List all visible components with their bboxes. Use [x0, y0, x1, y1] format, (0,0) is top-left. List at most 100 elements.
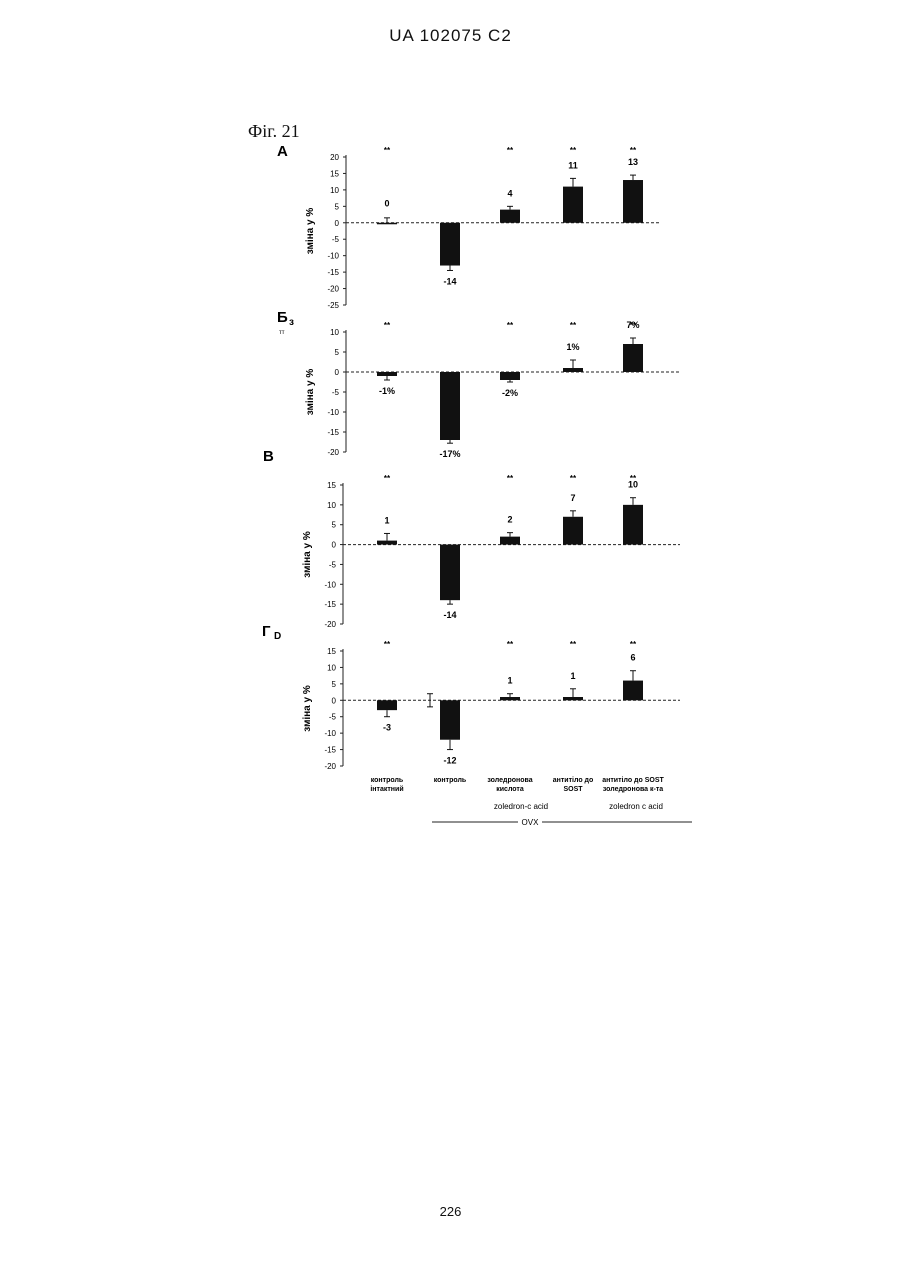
data-label: 1: [384, 515, 389, 525]
bar: [563, 187, 583, 223]
x-category-label: золедронова к-та: [603, 786, 663, 793]
bar: [377, 700, 397, 710]
data-label: 4: [507, 188, 512, 198]
y-tick-label: 10: [327, 663, 336, 672]
y-tick-label: 5: [335, 348, 340, 357]
y-tick-label: 15: [327, 647, 336, 656]
y-tick-label: -20: [327, 285, 339, 294]
significance-marker: **: [570, 321, 577, 330]
data-label: -12: [443, 756, 456, 766]
bar: [377, 541, 397, 545]
significance-marker: **: [570, 474, 577, 483]
data-label: 1: [507, 676, 512, 686]
x-category-label: кислота: [496, 786, 524, 793]
significance-marker: **: [570, 146, 577, 155]
data-label: -17%: [439, 449, 460, 459]
x-category-label: контроль: [371, 777, 404, 784]
bar: [440, 223, 460, 266]
y-tick-label: 10: [330, 328, 339, 337]
significance-marker: **: [570, 640, 577, 649]
y-tick-label: 20: [330, 153, 339, 162]
bar: [500, 537, 520, 545]
significance-marker: **: [507, 321, 514, 330]
y-tick-label: -25: [327, 301, 339, 310]
y-tick-label: -10: [324, 729, 336, 738]
y-tick-label: -5: [332, 388, 340, 397]
x-category-label: SOST: [563, 786, 583, 793]
data-label: 0: [384, 198, 389, 208]
data-label: 13: [628, 157, 638, 167]
y-tick-label: -15: [327, 428, 339, 437]
significance-marker: **: [507, 474, 514, 483]
y-tick-label: -5: [332, 235, 340, 244]
data-label: 7: [570, 493, 575, 503]
significance-marker: **: [630, 640, 637, 649]
bar: [563, 368, 583, 372]
y-tick-label: 10: [330, 186, 339, 195]
y-tick-label: 10: [327, 501, 336, 510]
bar: [623, 344, 643, 372]
y-tick-label: 0: [332, 541, 337, 550]
bar: [440, 545, 460, 601]
y-tick-label: 15: [330, 169, 339, 178]
significance-marker: **: [630, 474, 637, 483]
y-tick-label: 0: [335, 219, 340, 228]
bar: [563, 697, 583, 700]
y-tick-label: -20: [324, 620, 336, 629]
y-tick-label: -10: [324, 580, 336, 589]
data-label: 11: [568, 160, 578, 170]
significance-marker: **: [630, 321, 637, 330]
x-category-label: інтактний: [370, 785, 403, 793]
significance-marker: **: [384, 640, 391, 649]
y-tick-label: 5: [332, 680, 337, 689]
bar: [500, 210, 520, 223]
bar: [500, 697, 520, 700]
x-category-label: контроль: [434, 777, 467, 784]
y-tick-label: -15: [324, 600, 336, 609]
y-tick-label: 0: [332, 696, 337, 705]
data-label: -14: [443, 610, 456, 620]
panel-sublabel: D: [274, 631, 281, 642]
significance-marker: **: [507, 640, 514, 649]
panel-label: Б: [277, 309, 288, 326]
panel-sublabel-small: тт: [279, 330, 285, 336]
y-tick-label: -10: [327, 252, 339, 261]
y-axis-label: зміна у %: [305, 208, 316, 255]
y-tick-label: -5: [329, 560, 337, 569]
bar: [623, 505, 643, 545]
y-axis-label: зміна у %: [302, 531, 313, 578]
data-label: 1: [570, 671, 575, 681]
y-tick-label: 15: [327, 481, 336, 490]
group-label-zoledronic: zoledron-c acid: [494, 802, 548, 811]
x-category-label: антитіло до: [553, 776, 594, 784]
panel-sublabel: з: [289, 317, 294, 328]
y-tick-label: -15: [327, 268, 339, 277]
data-label: -2%: [502, 388, 518, 398]
bar: [623, 180, 643, 223]
data-label: -1%: [379, 386, 395, 396]
y-tick-label: 5: [335, 202, 340, 211]
bar: [623, 681, 643, 701]
y-tick-label: 0: [335, 368, 340, 377]
y-tick-label: 5: [332, 521, 337, 530]
data-label: -3: [383, 723, 391, 733]
bar: [440, 700, 460, 739]
data-label: -14: [443, 276, 456, 286]
bar: [563, 517, 583, 545]
panel-label: Г: [262, 623, 271, 640]
significance-marker: **: [630, 146, 637, 155]
x-category-label: золедронова: [487, 777, 532, 784]
bar: [440, 372, 460, 440]
panel-label: В: [263, 448, 274, 465]
y-tick-label: -10: [327, 408, 339, 417]
ovx-label: OVX: [522, 818, 540, 827]
group-label-zoledronic: zoledron c acid: [609, 802, 663, 811]
bar: [377, 372, 397, 376]
bar: [500, 372, 520, 380]
y-tick-label: -15: [324, 746, 336, 755]
x-category-label: антитіло до SOST: [602, 776, 664, 784]
y-tick-label: -5: [329, 713, 337, 722]
data-label: 1%: [566, 342, 579, 352]
data-label: 2: [507, 515, 512, 525]
